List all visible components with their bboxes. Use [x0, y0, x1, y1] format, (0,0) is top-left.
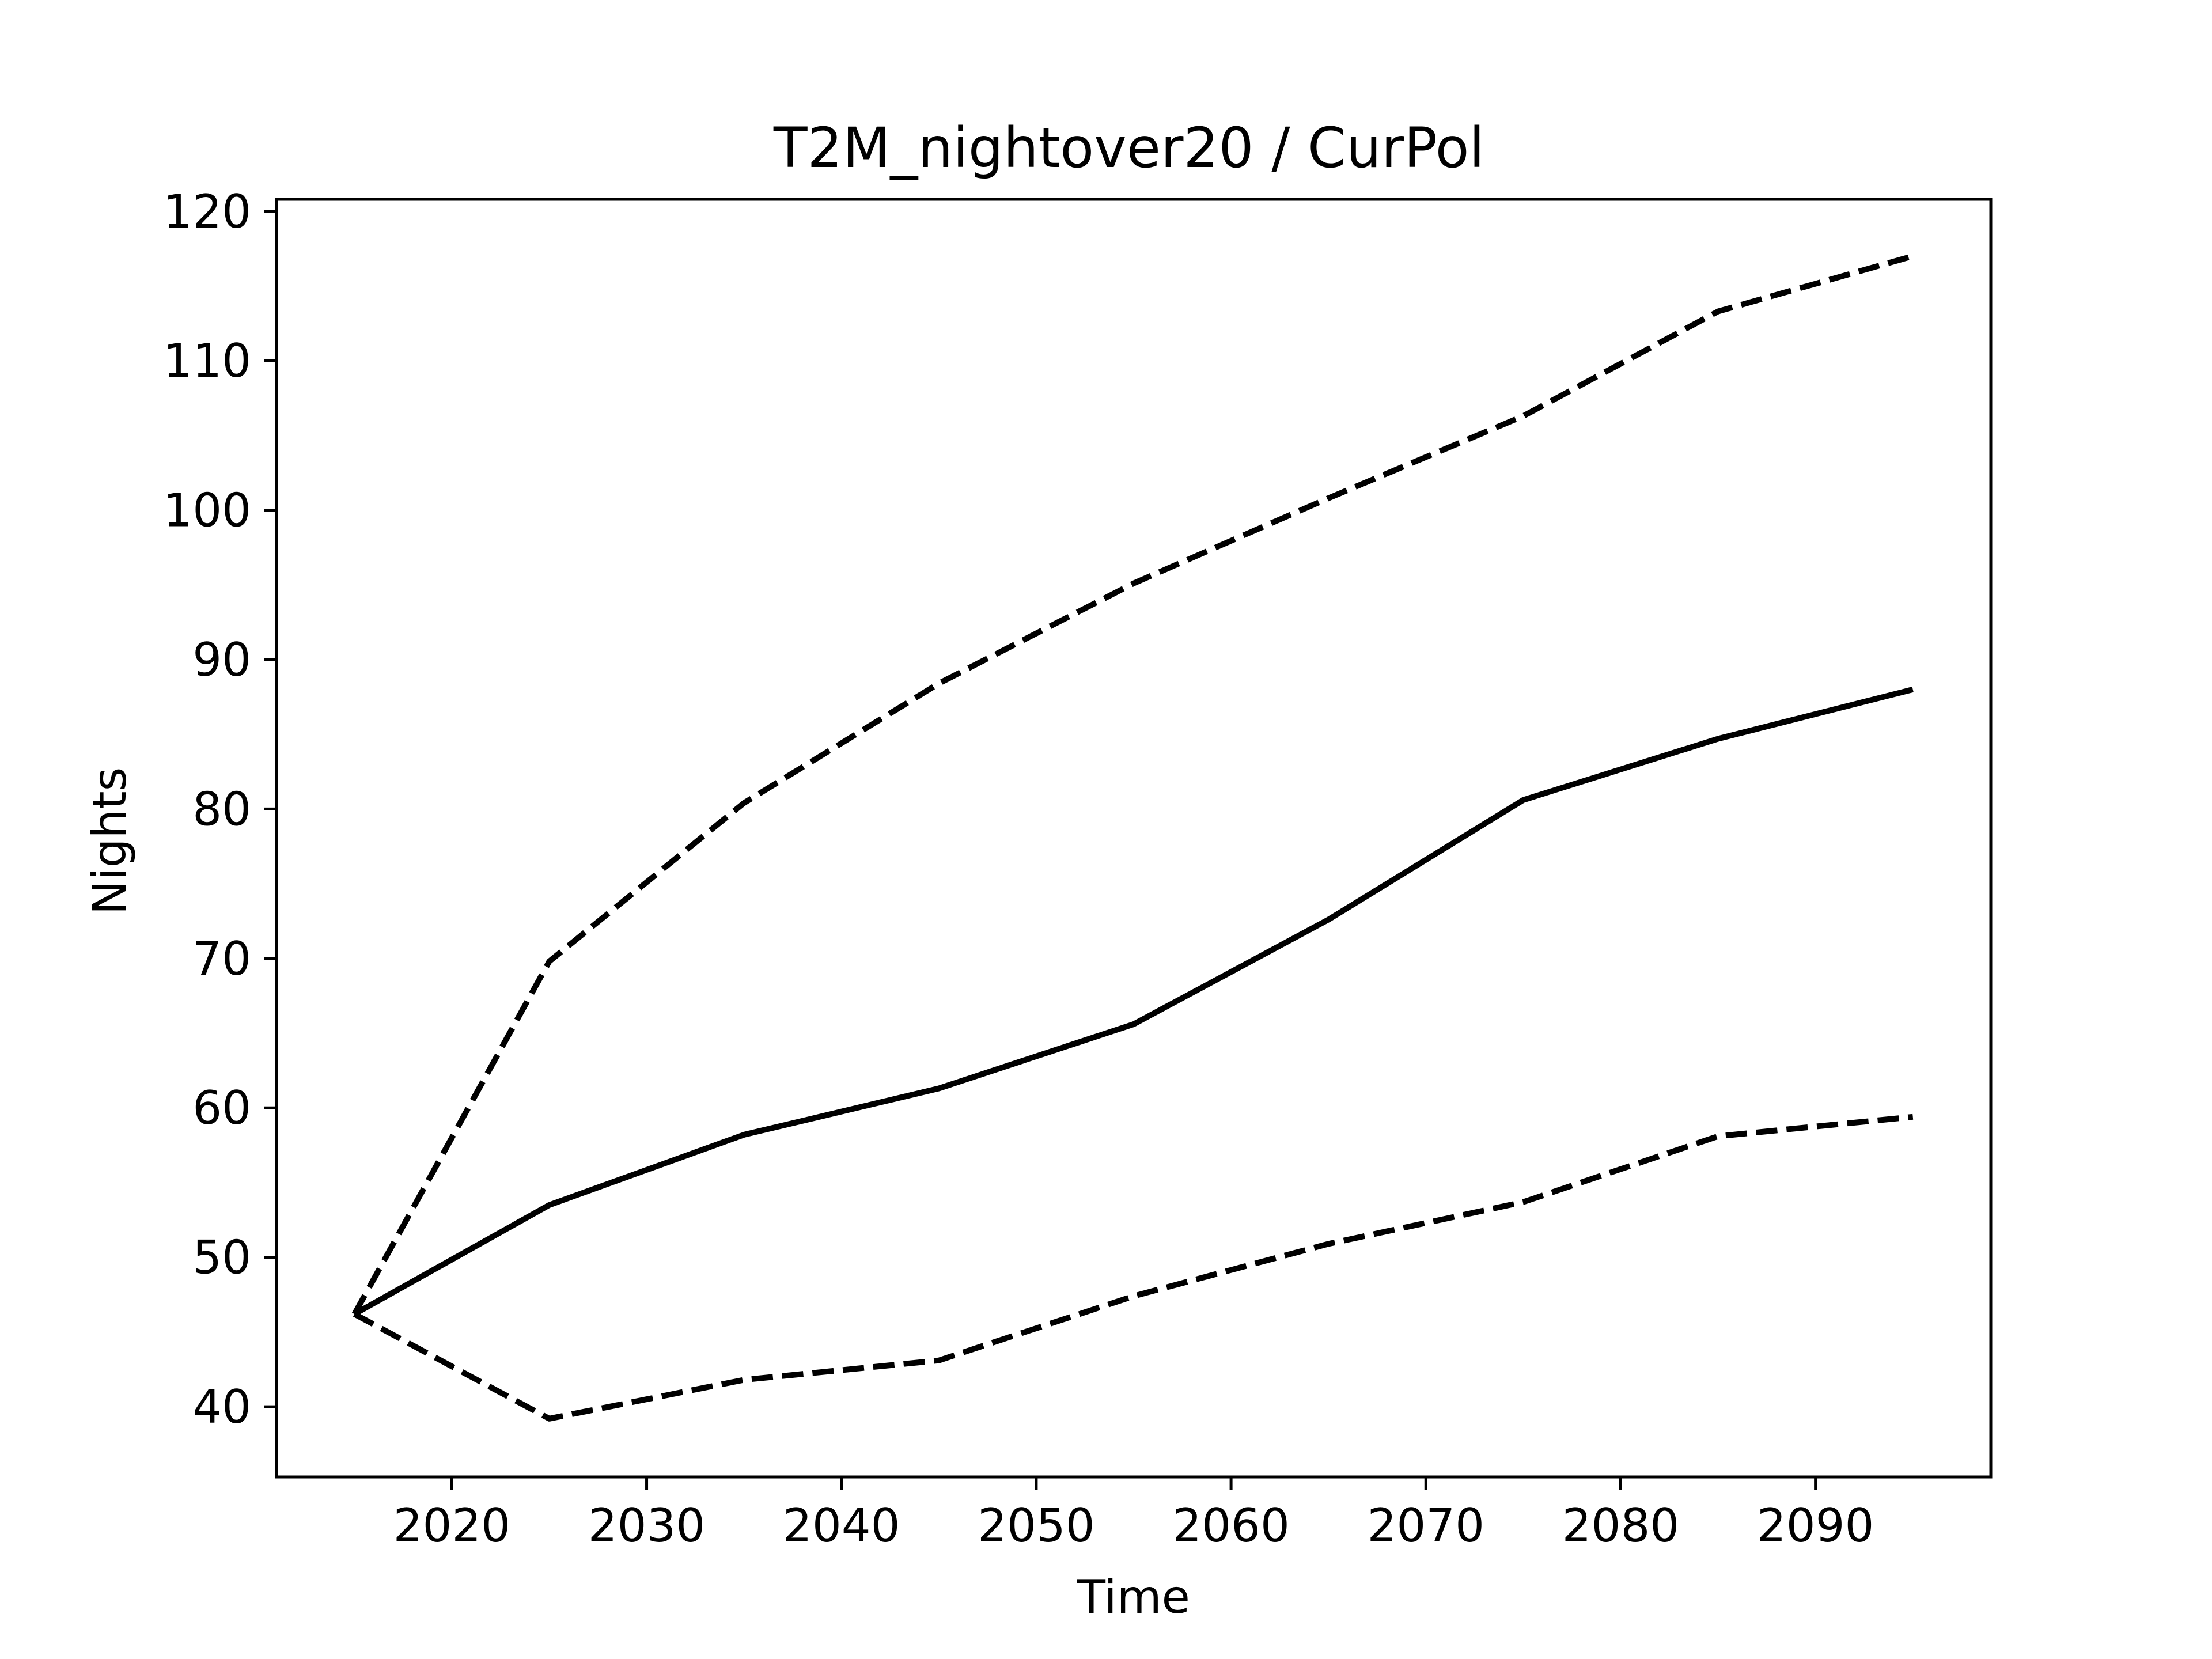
- y-axis-ticks: 40 50 60 70 80 90 100 110 120: [163, 185, 276, 1434]
- y-tick-label: 80: [192, 782, 251, 836]
- y-tick-label: 120: [163, 185, 251, 238]
- y-tick-label: 70: [192, 932, 251, 986]
- y-tick-label: 60: [192, 1081, 251, 1135]
- y-tick-label: 100: [163, 484, 251, 537]
- x-tick-label: 2040: [783, 1499, 900, 1552]
- x-axis-label: Time: [1077, 1570, 1190, 1624]
- series-layer: [351, 253, 1914, 1422]
- x-tick-label: 2020: [393, 1499, 511, 1552]
- x-tick-label: 2050: [978, 1499, 1095, 1552]
- plot-area-frame: [275, 198, 1993, 1479]
- series-line-2: [353, 1113, 1914, 1422]
- y-tick-label: 50: [192, 1231, 251, 1285]
- y-tick-label: 110: [163, 334, 251, 388]
- series-line-1: [351, 253, 1914, 1316]
- x-tick-label: 2080: [1562, 1499, 1680, 1552]
- y-axis-label: Nights: [83, 767, 137, 915]
- series-line-0: [353, 687, 1914, 1317]
- x-tick-label: 2090: [1757, 1499, 1874, 1552]
- x-axis-ticks: 2020 2030 2040 2050 2060 2070 2080 2090: [393, 1477, 1874, 1552]
- chart-title: T2M_nightover20 / CurPol: [773, 116, 1484, 180]
- y-tick-label: 90: [192, 633, 251, 687]
- y-tick-label: 40: [192, 1380, 251, 1434]
- x-tick-label: 2070: [1367, 1499, 1484, 1552]
- x-tick-label: 2060: [1172, 1499, 1290, 1552]
- x-tick-label: 2030: [588, 1499, 706, 1552]
